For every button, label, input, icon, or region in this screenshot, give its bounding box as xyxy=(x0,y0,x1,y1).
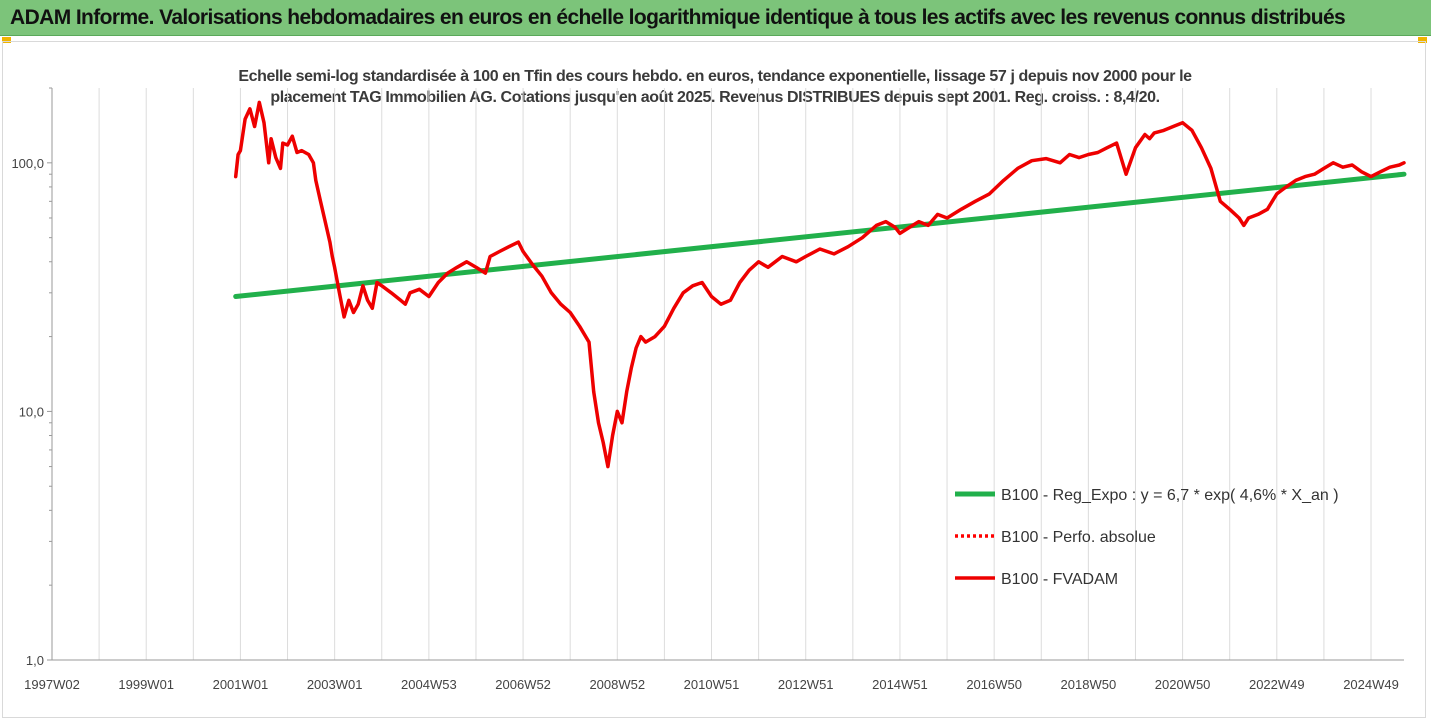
x-tick-label: 2024W49 xyxy=(1343,677,1399,692)
legend-entry-label: B100 - Perfo. absolue xyxy=(1001,529,1156,546)
x-tick-label: 2018W50 xyxy=(1061,677,1117,692)
trend-line-series xyxy=(236,174,1404,296)
x-tick-label: 1999W01 xyxy=(118,677,174,692)
x-tick-label: 1997W02 xyxy=(24,677,80,692)
legend-entry-label: B100 - Reg_Expo : y = 6,7 * exp( 4,6% * … xyxy=(1001,487,1339,504)
x-tick-label: 2010W51 xyxy=(684,677,740,692)
x-tick-label: 2004W53 xyxy=(401,677,457,692)
axis-layer: 1,0 10,0 100,0 1997W02 1999W01 2001W01 2003W01… xyxy=(11,88,1404,692)
y-tick-label: 1,0 xyxy=(26,653,44,668)
legend-layer: B100 - Reg_Expo : y = 6,7 * exp( 4,6% * … xyxy=(955,487,1339,588)
x-tick-label: 2003W01 xyxy=(307,677,363,692)
x-tick-label: 2014W51 xyxy=(872,677,928,692)
price-line-series xyxy=(236,102,1404,466)
x-tick-label: 2016W50 xyxy=(966,677,1022,692)
x-tick-label: 2012W51 xyxy=(778,677,834,692)
legend-entry-label: B100 - FVADAM xyxy=(1001,571,1118,588)
x-tick-label: 2006W52 xyxy=(495,677,551,692)
x-tick-label: 2001W01 xyxy=(213,677,269,692)
x-tick-label: 2008W52 xyxy=(589,677,645,692)
series-layer xyxy=(236,102,1404,466)
x-tick-label: 2020W50 xyxy=(1155,677,1211,692)
x-tick-label: 2022W49 xyxy=(1249,677,1305,692)
y-tick-label: 10,0 xyxy=(19,404,44,419)
grid-layer xyxy=(52,88,1371,660)
y-tick-label: 100,0 xyxy=(11,156,44,171)
